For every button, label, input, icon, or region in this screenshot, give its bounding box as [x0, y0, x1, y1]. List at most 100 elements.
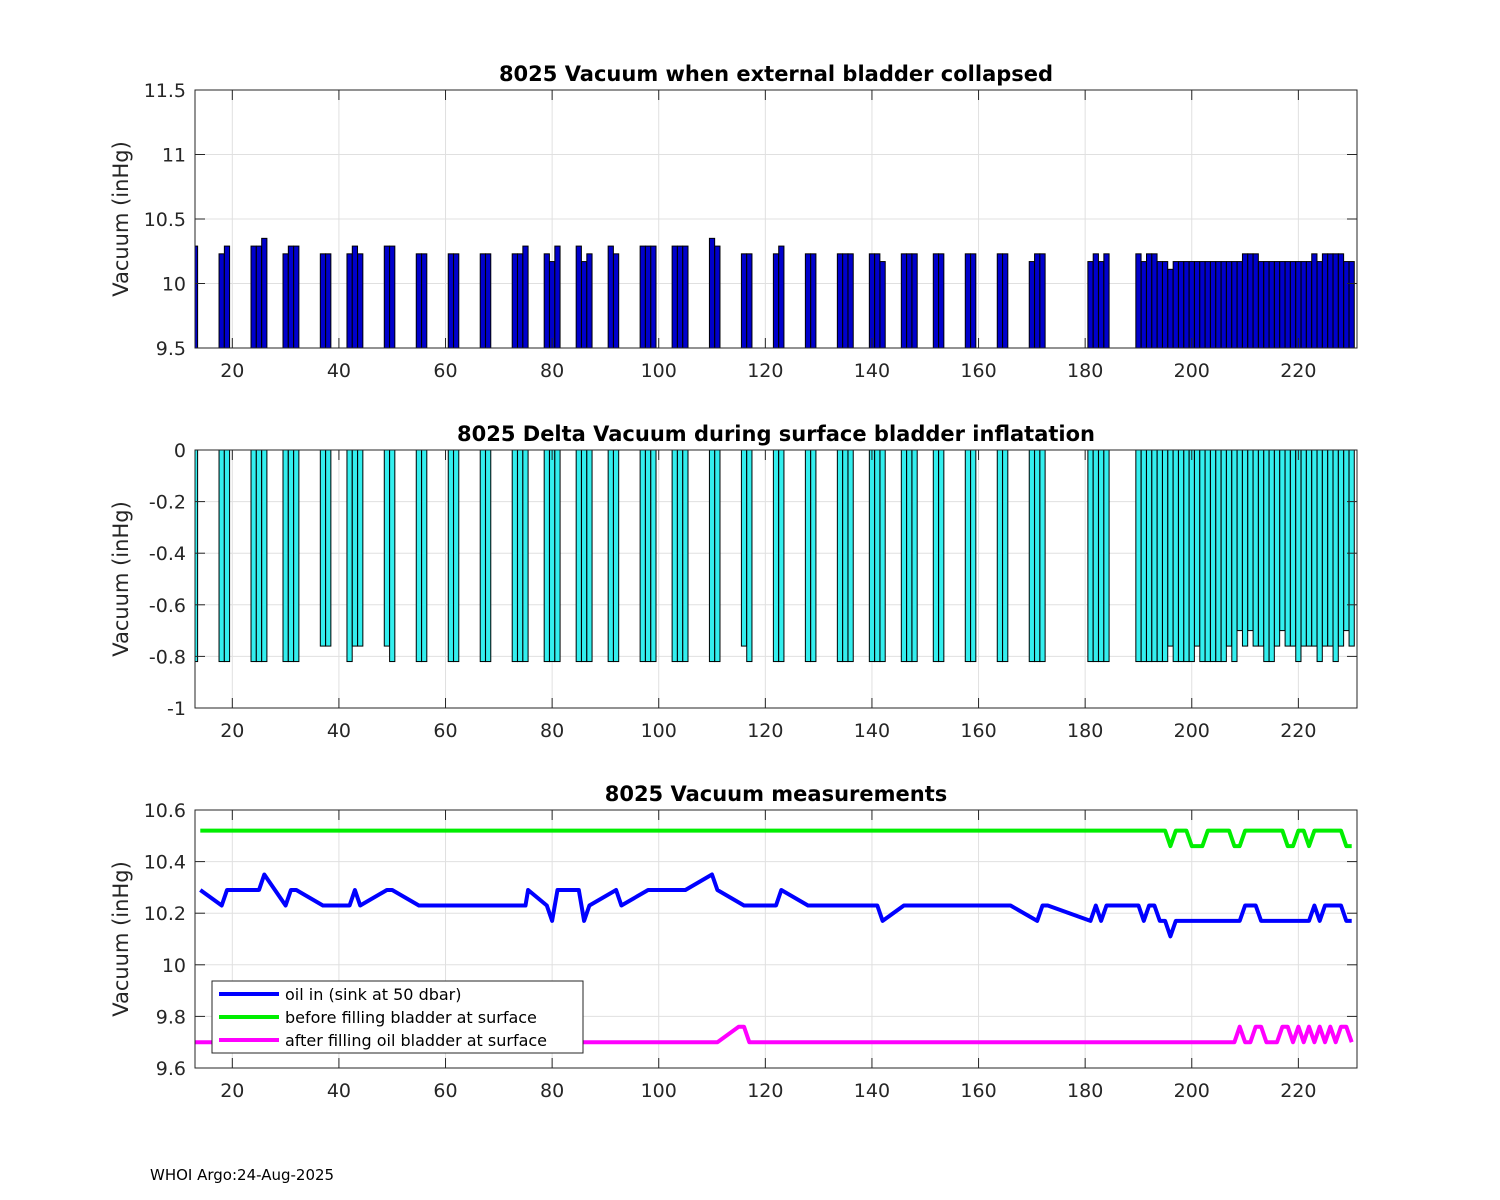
bar [1273, 450, 1281, 647]
bar [1241, 253, 1249, 348]
bar [1209, 450, 1217, 663]
bar [1252, 253, 1259, 348]
bar [1135, 450, 1142, 663]
x-tick-label: 140 [854, 360, 890, 382]
x-tick-label: 120 [747, 720, 783, 742]
marks [195, 828, 1354, 1045]
bar [1098, 450, 1105, 663]
x-tick-label: 40 [327, 720, 351, 742]
bar [911, 450, 918, 663]
bar [522, 245, 529, 348]
panel-1: 20 40 60 80 100 120 140 160 180 200 220 9.5 10 10.5 11… [109, 62, 1358, 382]
bar [255, 450, 263, 663]
axes-box [194, 449, 1358, 709]
y-tick-label: 10.4 [144, 852, 186, 874]
bar [639, 450, 646, 663]
bar [1321, 253, 1329, 348]
bar [1204, 450, 1211, 663]
bar [517, 450, 524, 663]
legend: oil in (sink at 50 dbar) before filling b… [211, 980, 584, 1054]
x-tick-label: 160 [960, 360, 996, 382]
bar [1034, 450, 1041, 663]
bar [580, 261, 588, 348]
bar [708, 450, 716, 663]
bar [511, 450, 518, 663]
y-tick-label: 10.6 [144, 800, 186, 822]
bar [1098, 261, 1105, 348]
bar [1151, 450, 1158, 663]
bar [218, 253, 225, 348]
footer-stamp: WHOI Argo:24-Aug-2025 [150, 1166, 335, 1184]
x-tick-label: 80 [540, 1080, 564, 1102]
bar [554, 450, 561, 663]
bar [485, 450, 492, 663]
bar [1188, 450, 1195, 663]
bar [1311, 450, 1318, 647]
bar [1199, 450, 1206, 663]
x-tick-label: 200 [1174, 360, 1210, 382]
bar [1146, 450, 1153, 663]
x-tick-label: 40 [327, 1080, 351, 1102]
x-tick-label: 140 [854, 1080, 890, 1102]
bar [1316, 261, 1323, 348]
bar [938, 253, 945, 348]
bar [1140, 450, 1147, 663]
x-tick-label: 220 [1280, 360, 1316, 382]
bar [1321, 450, 1329, 647]
bar [1092, 450, 1099, 663]
bar [740, 450, 748, 647]
bar [911, 253, 918, 348]
bar [1268, 261, 1275, 348]
y-tick-label: -0.2 [149, 492, 186, 514]
bar [421, 253, 428, 348]
panel-2: 20 40 60 80 100 120 140 160 180 200 220 -1 -0.8 -0.6 -… [109, 422, 1358, 742]
bar [346, 253, 353, 348]
chart-title: 8025 Vacuum when external bladder collap… [499, 62, 1053, 86]
bar [586, 253, 593, 348]
bar [479, 253, 486, 348]
bar [1087, 261, 1094, 348]
bar [1135, 253, 1142, 348]
bar [804, 450, 812, 663]
x-tick-label: 180 [1067, 720, 1103, 742]
marks [195, 450, 1355, 663]
bar [282, 450, 289, 663]
bar [1273, 261, 1281, 348]
bar [847, 253, 854, 348]
bar [1279, 261, 1286, 348]
x-tick-label: 60 [433, 1080, 457, 1102]
bar [932, 253, 940, 348]
bar [447, 253, 454, 348]
bar [970, 450, 977, 663]
bar [580, 450, 588, 663]
bar [1231, 450, 1238, 663]
bar [996, 253, 1003, 348]
x-tick-label: 100 [641, 720, 677, 742]
bar [964, 253, 972, 348]
bar [357, 450, 364, 647]
y-axis-label: Vacuum (inHg) [109, 141, 133, 297]
bar [287, 450, 295, 663]
x-tick-label: 200 [1174, 1080, 1210, 1102]
axes-box [194, 809, 1358, 1069]
bar [746, 253, 753, 348]
x-tick-label: 20 [220, 1080, 244, 1102]
y-tick-label: -0.4 [149, 543, 186, 565]
bar [1204, 261, 1211, 348]
bar [421, 450, 428, 663]
bar [671, 450, 678, 663]
bar [1220, 450, 1227, 663]
bar [549, 261, 556, 348]
bar [1167, 268, 1174, 348]
marks [195, 237, 1355, 348]
bar [511, 253, 518, 348]
bar [346, 450, 353, 663]
bar [639, 245, 646, 348]
bar [1236, 450, 1243, 632]
x-tick-label: 180 [1067, 1080, 1103, 1102]
x-tick-label: 100 [641, 1080, 677, 1102]
bar [1225, 261, 1233, 348]
bar [1279, 450, 1286, 632]
y-tick-label: -0.6 [149, 595, 186, 617]
bar [1002, 450, 1009, 663]
